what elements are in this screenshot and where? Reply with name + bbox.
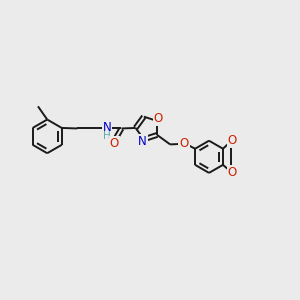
Text: O: O xyxy=(228,166,237,179)
Text: O: O xyxy=(154,112,163,125)
Text: O: O xyxy=(110,137,119,150)
Text: H: H xyxy=(103,131,111,141)
Text: N: N xyxy=(103,122,112,134)
Text: O: O xyxy=(228,134,237,147)
Text: O: O xyxy=(179,137,189,150)
Text: N: N xyxy=(138,135,147,148)
